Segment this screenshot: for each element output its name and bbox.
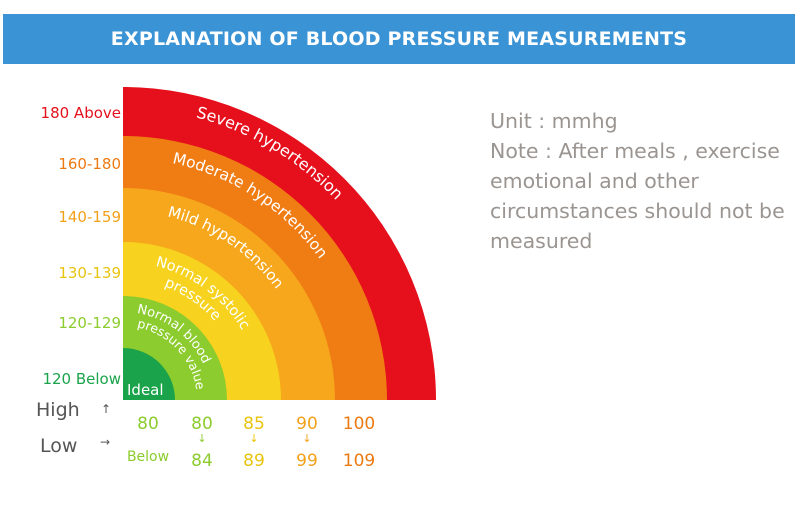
down-arrow-icon: ↓	[302, 432, 311, 445]
diastolic-low-value: Below	[127, 449, 169, 465]
note-line: measured	[490, 229, 593, 253]
diastolic-high-value: 100	[343, 414, 375, 434]
diastolic-low-value: 89	[243, 451, 265, 471]
down-arrow-icon: ↓	[197, 432, 206, 445]
diastolic-low-value: 99	[296, 451, 318, 471]
diastolic-high-value: 80	[137, 414, 159, 434]
right-arrow-icon: →	[100, 435, 110, 449]
band-arc	[123, 348, 175, 400]
diastolic-low-value: 109	[343, 451, 375, 471]
diastolic-axis-label: Low	[40, 435, 77, 457]
systolic-range-label: 120 Below	[42, 370, 121, 388]
systolic-range-label: 140-159	[58, 208, 121, 226]
note-line: emotional and other	[490, 169, 699, 193]
unit-text: Unit : mmhg	[490, 109, 618, 133]
systolic-range-label: 130-139	[58, 264, 121, 282]
note-panel: Unit : mmhg Note : After meals , exercis…	[490, 106, 800, 256]
systolic-axis-label: High	[36, 399, 80, 421]
systolic-range-label: 180 Above	[41, 104, 121, 122]
up-arrow-icon: ↑	[101, 402, 111, 416]
diastolic-low-value: 84	[191, 451, 213, 471]
down-arrow-icon: ↓	[249, 432, 258, 445]
diastolic-high-value: 85	[243, 414, 265, 434]
systolic-range-label: 120-129	[58, 314, 121, 332]
band-category-label: Ideal	[127, 381, 164, 399]
note-line: Note : After meals , exercise	[490, 139, 780, 163]
diastolic-high-value: 90	[296, 414, 318, 434]
note-line: circumstances should not be	[490, 199, 785, 223]
diastolic-high-value: 80	[191, 414, 213, 434]
systolic-range-label: 160-180	[58, 155, 121, 173]
page-title: EXPLANATION OF BLOOD PRESSURE MEASUREMEN…	[110, 28, 688, 50]
page-title-banner: EXPLANATION OF BLOOD PRESSURE MEASUREMEN…	[3, 14, 795, 64]
